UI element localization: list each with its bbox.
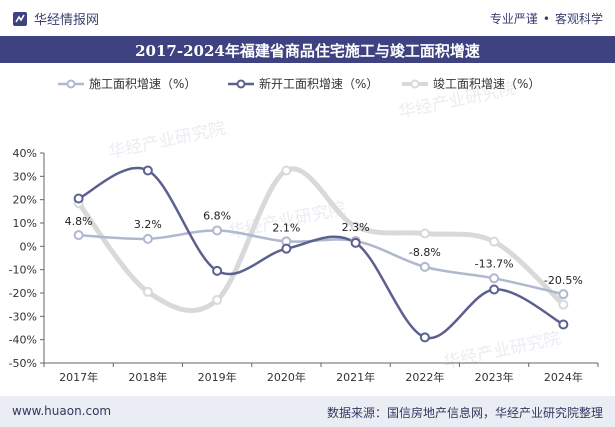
logo-icon: [13, 11, 27, 26]
legend-label: 新开工面积增速（%）: [259, 76, 378, 91]
data-point-series-3: [281, 165, 292, 176]
tagline-separator: •: [542, 12, 550, 26]
series-points: [73, 165, 569, 343]
legend-swatch-marker: [236, 79, 246, 89]
y-axis: 40% 30% 20% 10% 0% -10% -20% -30% -40% -50%: [9, 147, 45, 370]
y-tick-label: 30%: [13, 170, 37, 183]
data-point-series-1: [142, 233, 153, 244]
data-point-series-3: [419, 228, 430, 239]
data-label: 4.8%: [65, 215, 93, 228]
data-point-series-1: [489, 273, 500, 284]
data-label: -20.5%: [544, 274, 583, 287]
data-point-series-2: [73, 193, 84, 204]
footer: www.huaon.com 数据来源：国信房地产信息网，华经产业研究院整理: [0, 396, 615, 427]
data-point-series-2: [350, 237, 361, 248]
data-point-series-3: [489, 236, 500, 247]
x-tick-label: 2020年: [267, 370, 306, 384]
data-point-series-2: [212, 265, 223, 276]
title-bar: 2017-2024年福建省商品住宅施工与竣工面积增速: [0, 36, 615, 63]
data-point-series-2: [281, 243, 292, 254]
brand-name: 华经情报网: [34, 13, 100, 28]
data-point-series-2: [419, 332, 430, 343]
data-point-series-3: [212, 295, 223, 305]
data-point-series-2: [489, 284, 500, 295]
y-tick-label: 20%: [13, 194, 37, 207]
x-tick-label: 2023年: [475, 370, 514, 384]
y-tick-label: 0%: [20, 240, 37, 253]
y-tick-label: -40%: [9, 334, 37, 347]
tagline: 专业严谨 • 客观科学: [490, 10, 603, 27]
series-lines: [76, 166, 566, 340]
data-point-series-1: [558, 289, 569, 300]
footer-source: 数据来源：国信房地产信息网，华经产业研究院整理: [326, 406, 603, 420]
x-tick-label: 2022年: [405, 370, 444, 384]
chart-title: 2017-2024年福建省商品住宅施工与竣工面积增速: [135, 42, 480, 60]
legend-label: 施工面积增速（%）: [89, 77, 196, 91]
y-tick-label: 10%: [13, 217, 37, 230]
y-tick-label: 40%: [13, 147, 37, 160]
legend: 施工面积增速（%） 新开工面积增速（%） 竣工面积增速（%）: [58, 76, 540, 91]
footer-url: www.huaon.com: [12, 404, 112, 418]
y-tick-label: -20%: [9, 287, 37, 300]
data-point-series-3: [142, 286, 153, 297]
data-point-series-1: [73, 230, 84, 241]
tagline-left: 专业严谨: [489, 12, 538, 26]
brand: 华经情报网: [12, 9, 99, 28]
data-label: 6.8%: [203, 209, 231, 222]
data-label: -8.8%: [409, 246, 441, 259]
legend-swatch-marker: [66, 79, 76, 89]
data-point-series-3: [558, 299, 569, 310]
tagline-right: 客观科学: [554, 12, 603, 26]
x-axis: 2017年 2018年 2019年 2020年 2021年 2022年 2023年 2024年: [43, 362, 599, 384]
y-tick-label: -30%: [9, 310, 37, 323]
watermark-text: 华经产业研究院: [107, 119, 228, 163]
series-line-2: [77, 166, 565, 340]
top-bar: 华经情报网 专业严谨 • 客观科学: [0, 0, 615, 36]
data-label: 2.1%: [272, 221, 300, 234]
x-tick-label: 2024年: [544, 370, 583, 384]
y-tick-label: -50%: [9, 357, 37, 370]
data-label: -13.7%: [475, 257, 514, 270]
data-labels: 4.8% 3.2% 6.8% 2.1% 2.3% -8.8% -13.7% -20.5%: [65, 209, 583, 287]
data-point-series-2: [142, 165, 153, 176]
data-label: 3.2%: [134, 218, 162, 231]
data-point-series-3: [350, 221, 361, 232]
data-point-series-2: [558, 319, 569, 330]
data-point-series-1: [212, 225, 223, 236]
data-label: 2.3%: [342, 221, 370, 234]
x-tick-label: 2017年: [59, 370, 98, 384]
y-tick-label: -10%: [9, 264, 37, 277]
x-tick-label: 2018年: [128, 370, 167, 384]
series-line-1: [77, 229, 565, 296]
legend-swatch-marker: [410, 79, 420, 89]
x-tick-label: 2019年: [198, 370, 237, 384]
data-point-series-1: [419, 261, 430, 272]
legend-label: 竣工面积增速（%）: [433, 76, 540, 91]
x-tick-label: 2021年: [336, 370, 375, 384]
